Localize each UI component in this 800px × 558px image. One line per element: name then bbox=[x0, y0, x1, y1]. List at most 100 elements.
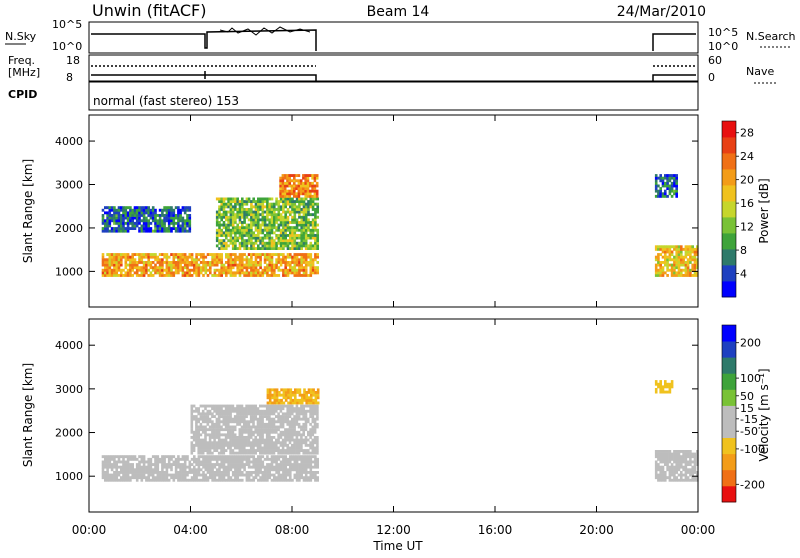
power-cell bbox=[257, 205, 260, 209]
power-cell bbox=[250, 228, 253, 232]
power-cell bbox=[181, 258, 185, 262]
velocity-colorbar-tick-label: 15 bbox=[740, 402, 754, 415]
velocity-cell bbox=[693, 460, 697, 464]
power-cell bbox=[300, 197, 303, 201]
power-cell bbox=[101, 268, 105, 272]
velocity-cell bbox=[300, 396, 304, 400]
power-cell bbox=[691, 258, 694, 262]
power-cell bbox=[188, 206, 192, 210]
velocity-cell bbox=[113, 457, 116, 461]
power-cell bbox=[250, 210, 253, 214]
velocity-cell bbox=[291, 449, 294, 452]
power-cell bbox=[266, 215, 269, 219]
velocity-cell bbox=[208, 417, 212, 421]
velocity-cell bbox=[295, 422, 299, 426]
power-cell bbox=[106, 261, 109, 264]
power-cell bbox=[250, 241, 253, 245]
velocity-cell bbox=[156, 478, 160, 482]
power-cell bbox=[279, 244, 283, 248]
velocity-band bbox=[654, 380, 674, 394]
velocity-cell bbox=[657, 468, 660, 472]
velocity-cell bbox=[224, 441, 228, 445]
power-cell bbox=[124, 253, 128, 256]
power-ylabel: Slant Range [km] bbox=[21, 159, 35, 263]
velocity-cell bbox=[197, 460, 201, 464]
velocity-cell bbox=[238, 468, 242, 472]
power-cell bbox=[314, 266, 317, 270]
noise-sky-trace-variability bbox=[219, 26, 311, 36]
power-cell bbox=[284, 228, 287, 232]
power-cell bbox=[299, 187, 303, 190]
power-cell bbox=[257, 261, 260, 264]
power-cell bbox=[279, 181, 282, 185]
velocity-cell bbox=[197, 433, 200, 437]
velocity-cell bbox=[190, 451, 194, 455]
velocity-cell bbox=[670, 471, 674, 474]
velocity-cell bbox=[236, 436, 239, 439]
power-cell bbox=[206, 261, 210, 264]
power-cell bbox=[138, 208, 141, 212]
velocity-cell bbox=[261, 478, 265, 482]
velocity-cell bbox=[238, 449, 242, 452]
velocity-cell bbox=[289, 457, 292, 461]
velocity-cell bbox=[229, 417, 232, 421]
power-cell bbox=[673, 245, 676, 249]
power-cell bbox=[252, 271, 255, 275]
velocity-cell bbox=[222, 476, 226, 480]
power-cell bbox=[195, 274, 198, 277]
power-cell bbox=[124, 266, 128, 270]
velocity-cell bbox=[197, 468, 201, 472]
velocity-cell bbox=[231, 407, 235, 411]
velocity-cell bbox=[181, 463, 185, 466]
velocity-cell bbox=[691, 452, 694, 456]
power-cell bbox=[257, 255, 260, 259]
velocity-cell bbox=[272, 436, 276, 439]
velocity-cell bbox=[147, 465, 150, 469]
power-cell bbox=[279, 223, 283, 227]
power-cell bbox=[257, 231, 260, 235]
power-cell bbox=[307, 202, 310, 206]
velocity-cell bbox=[163, 478, 166, 482]
power-cell bbox=[266, 247, 269, 250]
power-cell bbox=[309, 223, 313, 227]
power-cell bbox=[298, 215, 301, 219]
velocity-cell bbox=[295, 478, 299, 482]
power-cell bbox=[666, 250, 669, 254]
velocity-cell bbox=[316, 422, 319, 426]
power-cell bbox=[311, 223, 315, 227]
velocity-cell bbox=[110, 465, 114, 469]
velocity-cell bbox=[245, 457, 249, 461]
velocity-colorbar-swatch bbox=[722, 357, 736, 374]
power-cell bbox=[299, 184, 303, 188]
power-cell bbox=[113, 221, 116, 225]
velocity-cell bbox=[291, 398, 295, 402]
velocity-cell bbox=[689, 455, 692, 459]
power-cell bbox=[302, 261, 306, 264]
power-cell bbox=[275, 200, 278, 203]
velocity-cell bbox=[201, 451, 205, 455]
velocity-cell bbox=[304, 476, 308, 480]
power-cell bbox=[231, 218, 235, 222]
velocity-cell bbox=[297, 438, 301, 442]
power-cell bbox=[311, 202, 315, 206]
velocity-cell bbox=[222, 451, 226, 455]
power-cell bbox=[222, 234, 226, 237]
power-cell bbox=[266, 200, 269, 203]
power-cell bbox=[257, 268, 260, 272]
velocity-cell bbox=[307, 417, 310, 421]
velocity-cell bbox=[677, 452, 681, 456]
power-cell bbox=[231, 239, 235, 243]
velocity-cell bbox=[661, 450, 665, 453]
power-cell bbox=[304, 271, 308, 275]
velocity-cell bbox=[238, 430, 242, 434]
power-cell bbox=[254, 239, 258, 243]
power-cell bbox=[241, 228, 244, 232]
power-cell bbox=[284, 226, 287, 230]
velocity-cell bbox=[291, 430, 294, 434]
velocity-cell bbox=[254, 473, 258, 477]
velocity-cell bbox=[165, 455, 169, 459]
power-cell bbox=[291, 255, 294, 259]
velocity-cell bbox=[192, 433, 196, 437]
power-cell bbox=[259, 241, 262, 245]
velocity-cell bbox=[227, 425, 230, 429]
